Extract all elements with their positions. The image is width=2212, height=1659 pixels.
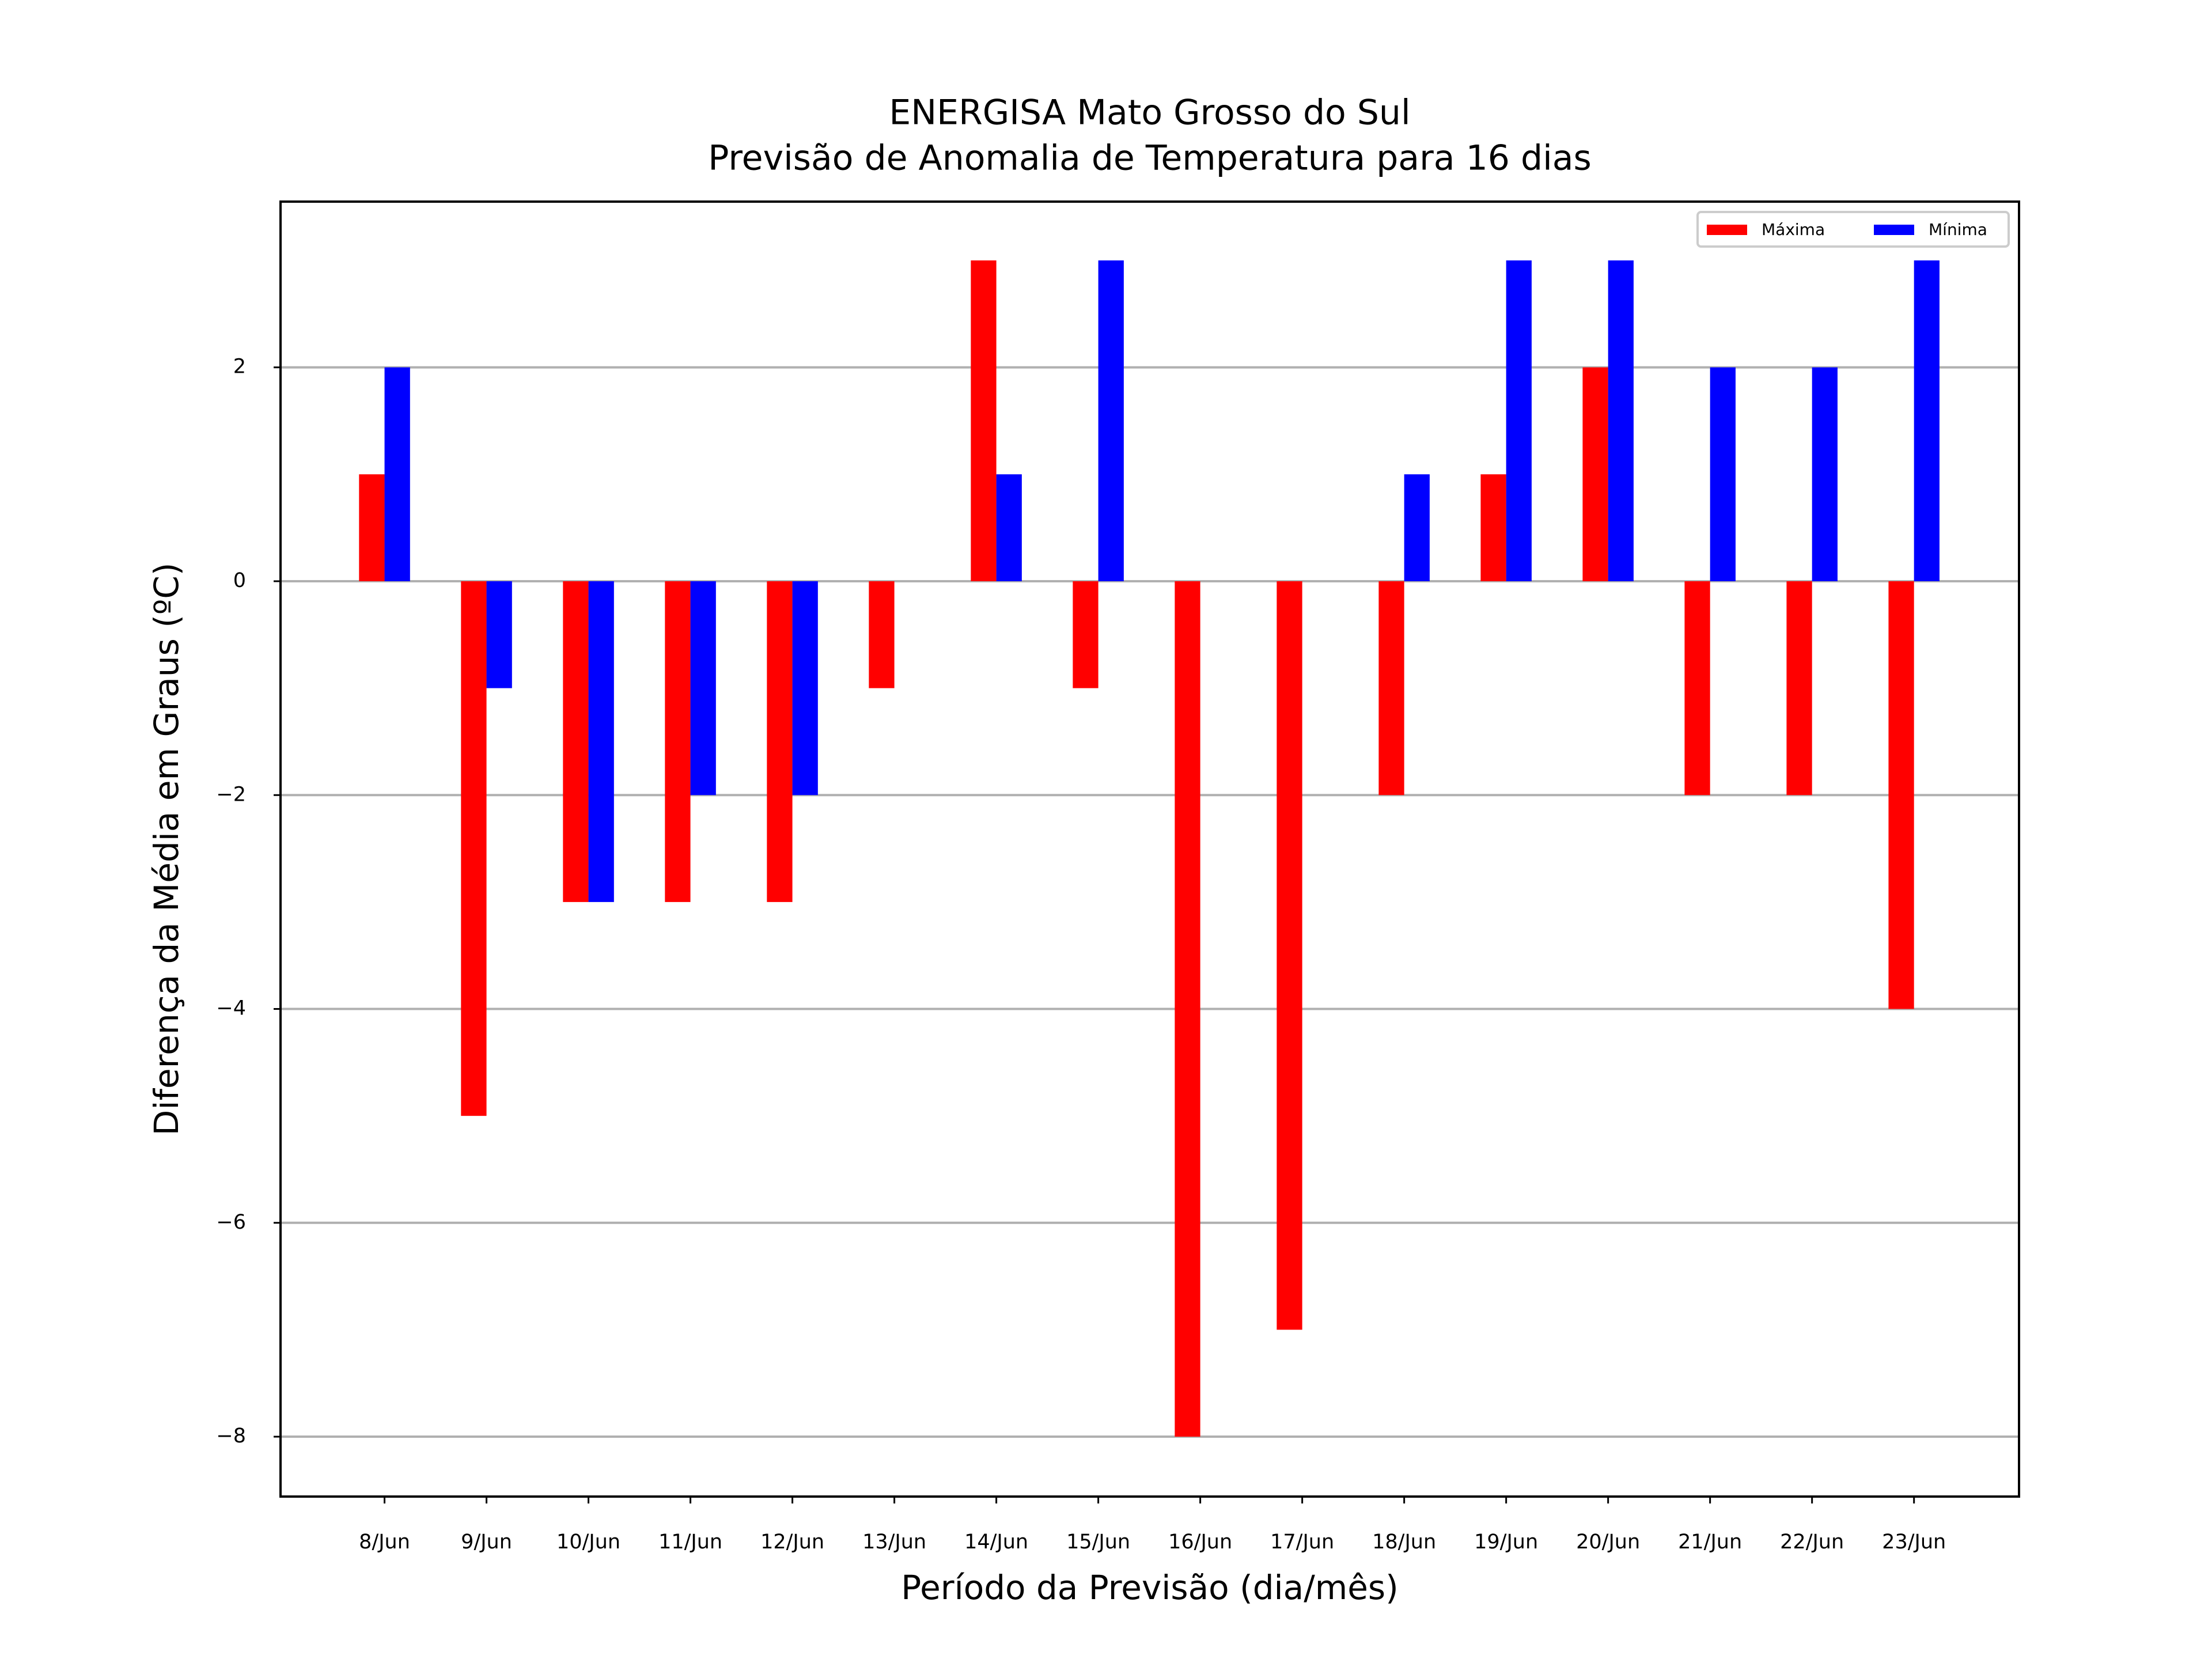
bar (1914, 260, 1940, 581)
bar (359, 474, 385, 581)
bar (1888, 581, 1914, 1009)
x-tick-label: 16/Jun (1168, 1531, 1232, 1554)
bar (1404, 474, 1430, 581)
bar (1684, 581, 1710, 796)
x-tick-label: 9/Jun (461, 1531, 512, 1554)
y-tick-label: −8 (216, 1425, 246, 1448)
bar (869, 581, 895, 688)
x-tick-label: 22/Jun (1780, 1531, 1844, 1554)
bar (1277, 581, 1302, 1330)
plot-frame (279, 200, 2020, 1498)
legend-label: Mínima (1929, 220, 1987, 239)
x-tick-label: 12/Jun (760, 1531, 824, 1554)
bar (665, 581, 691, 902)
bar (1175, 581, 1200, 1437)
bar (1812, 367, 1838, 581)
bar (1073, 581, 1099, 688)
y-tick-label: −4 (216, 997, 246, 1020)
x-tick-label: 11/Jun (658, 1531, 722, 1554)
bar (1710, 367, 1736, 581)
x-tick-label: 15/Jun (1066, 1531, 1130, 1554)
bar (1506, 260, 1532, 581)
bar (1608, 260, 1634, 581)
x-tick-label: 14/Jun (964, 1531, 1028, 1554)
bar (486, 581, 512, 688)
bar (588, 581, 614, 902)
bar (1480, 474, 1506, 581)
bar (767, 581, 793, 902)
x-tick-label: 23/Jun (1882, 1531, 1946, 1554)
legend-label: Máxima (1762, 220, 1825, 239)
bar (792, 581, 818, 796)
bar (1786, 581, 1812, 796)
x-tick-label: 8/Jun (359, 1531, 410, 1554)
bar (996, 474, 1022, 581)
y-axis-label: Diferença da Média em Graus (ºC) (147, 563, 186, 1136)
x-tick-label: 18/Jun (1372, 1531, 1436, 1554)
x-axis-label: Período da Previsão (dia/mês) (901, 1568, 1399, 1607)
bar (1378, 581, 1404, 796)
y-tick-label: 2 (233, 355, 246, 378)
chart-subtitle: Previsão de Anomalia de Temperatura para… (708, 138, 1592, 179)
y-tick-label: 0 (233, 569, 246, 592)
legend-swatch (1874, 225, 1914, 235)
y-tick-label: −6 (216, 1211, 246, 1234)
legend-box (1696, 211, 2010, 248)
bar (971, 260, 997, 581)
bar (690, 581, 716, 796)
x-tick-label: 21/Jun (1678, 1531, 1742, 1554)
bar (1098, 260, 1124, 581)
x-tick-label: 13/Jun (862, 1531, 926, 1554)
bar (384, 367, 410, 581)
x-tick-label: 10/Jun (556, 1531, 620, 1554)
bar (563, 581, 589, 902)
y-tick-label: −2 (216, 783, 246, 806)
x-tick-label: 17/Jun (1270, 1531, 1334, 1554)
bar (1582, 367, 1608, 581)
x-tick-label: 19/Jun (1474, 1531, 1538, 1554)
legend-swatch (1707, 225, 1747, 235)
x-tick-label: 20/Jun (1576, 1531, 1640, 1554)
chart-title: ENERGISA Mato Grosso do Sul (889, 93, 1410, 133)
bar (461, 581, 487, 1116)
